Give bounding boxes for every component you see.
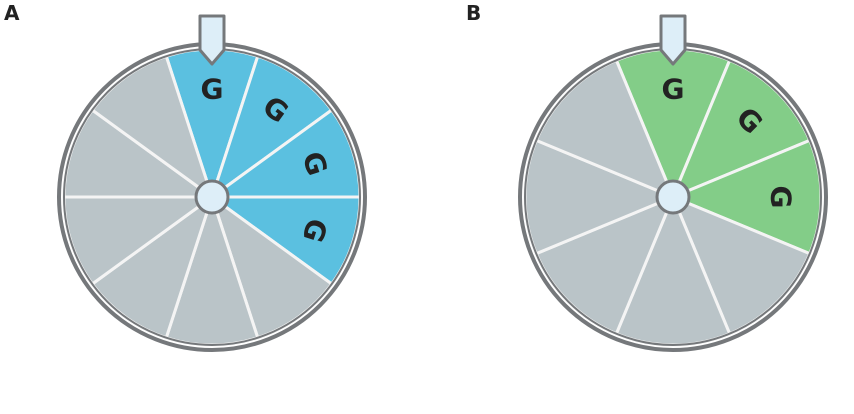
- panel-label: B: [466, 1, 481, 25]
- spinner-hub: [194, 179, 230, 215]
- sector-label: G: [765, 186, 798, 209]
- sector-label: G: [201, 73, 224, 106]
- sector-label: G: [662, 73, 685, 106]
- spinner-pointer: [198, 14, 226, 66]
- spinner-pointer: [659, 14, 687, 66]
- spinner-hub: [655, 179, 691, 215]
- panel-label: A: [4, 1, 20, 25]
